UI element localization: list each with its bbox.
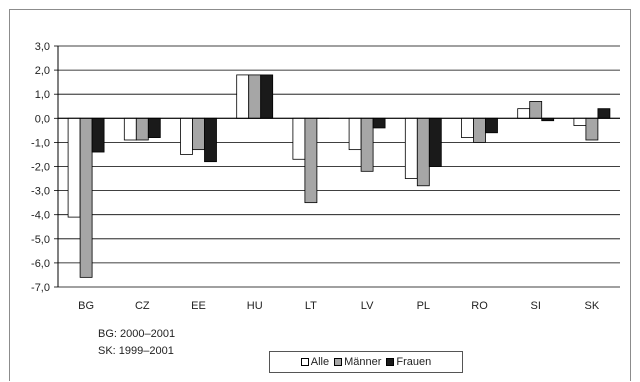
bar-pl-männer [417, 118, 429, 185]
legend-swatch-frauen [386, 358, 394, 366]
legend-label-frauen: Frauen [396, 356, 431, 368]
y-tick-label: -6,0 [31, 258, 50, 270]
bar-cz-männer [136, 118, 148, 140]
legend: Alle Männer Frauen [269, 351, 463, 373]
legend-item-alle: Alle [301, 356, 329, 368]
y-tick-label: -3,0 [31, 186, 50, 198]
y-tick-label: -4,0 [31, 210, 50, 222]
legend-swatch-alle [301, 358, 309, 366]
chart-frame: 3,0 2,0 1,0 0,0 -1,0 -2,0 -3,0 -4,0 -5,0 -6,0 -7,0… [9, 9, 631, 381]
bar-chart: 3,0 2,0 1,0 0,0 -1,0 -2,0 -3,0 -4,0 -5,0 -6,0 -7,0… [10, 10, 630, 382]
y-tick-label: -5,0 [31, 234, 50, 246]
x-tick-label: BG [78, 300, 94, 312]
x-tick-label: SI [530, 300, 540, 312]
legend-label-alle: Alle [311, 356, 329, 368]
bar-lt-alle [293, 118, 305, 159]
legend-item-frauen: Frauen [386, 356, 431, 368]
bar-hu-alle [237, 75, 249, 118]
y-tick-label: 1,0 [35, 89, 50, 101]
bar-ee-frauen [205, 118, 217, 161]
bar-lv-frauen [373, 118, 385, 128]
bar-ee-männer [193, 118, 205, 149]
bar-bg-alle [68, 118, 80, 217]
y-tick-label: -1,0 [31, 137, 50, 149]
bar-lt-männer [305, 118, 317, 202]
legend-label-maenner: Männer [344, 356, 381, 368]
y-tick-label: 0,0 [35, 113, 50, 125]
x-tick-label: HU [247, 300, 263, 312]
bar-cz-frauen [148, 118, 160, 137]
bar-lv-alle [349, 118, 361, 149]
note-sk-period: SK: 1999–2001 [98, 345, 174, 357]
y-tick-label: -7,0 [31, 282, 50, 294]
x-tick-label: RO [471, 300, 488, 312]
bar-sk-alle [574, 118, 586, 125]
bar-bg-frauen [92, 118, 104, 152]
bar-cz-alle [124, 118, 136, 140]
note-bg-period: BG: 2000–2001 [98, 328, 175, 340]
legend-item-maenner: Männer [334, 356, 381, 368]
bar-lv-männer [361, 118, 373, 171]
bar-si-alle [518, 109, 530, 119]
bar-ee-alle [181, 118, 193, 154]
bar-hu-frauen [261, 75, 273, 118]
bar-sk-frauen [598, 109, 610, 119]
y-tick-label: 2,0 [35, 65, 50, 77]
x-tick-label: SK [585, 300, 600, 312]
x-tick-label: CZ [135, 300, 150, 312]
legend-swatch-maenner [334, 358, 342, 366]
x-tick-label: EE [191, 300, 206, 312]
bar-bg-männer [80, 118, 92, 277]
bar-pl-alle [405, 118, 417, 178]
bar-ro-frauen [486, 118, 498, 132]
bar-ro-männer [474, 118, 486, 142]
bar-pl-frauen [429, 118, 441, 166]
x-tick-label: LV [361, 300, 374, 312]
x-tick-label: LT [305, 300, 317, 312]
bar-si-männer [530, 101, 542, 118]
y-tick-label: -2,0 [31, 162, 50, 174]
x-tick-label: PL [417, 300, 430, 312]
bar-ro-alle [462, 118, 474, 137]
bar-sk-männer [586, 118, 598, 140]
bar-hu-männer [249, 75, 261, 118]
y-tick-label: 3,0 [35, 41, 50, 53]
